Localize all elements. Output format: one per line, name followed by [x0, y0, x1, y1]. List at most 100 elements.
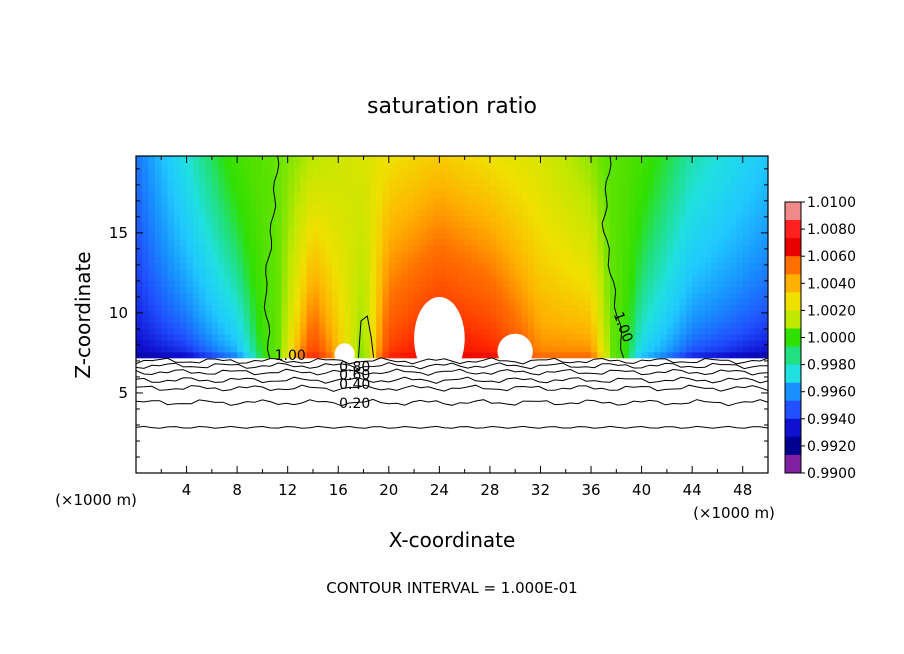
field-cell [704, 333, 712, 341]
field-cell [628, 298, 636, 305]
field-cell [186, 298, 194, 305]
field-cell [622, 351, 630, 359]
field-cell [685, 185, 693, 193]
field-cell [591, 191, 598, 199]
field-cell [433, 209, 440, 216]
field-cell [591, 203, 598, 210]
field-cell [458, 310, 466, 317]
field-cell [692, 197, 700, 205]
field-cell [508, 298, 516, 305]
field-cell [262, 316, 270, 323]
field-cell [553, 185, 561, 193]
field-cell [666, 304, 674, 311]
field-cell [610, 227, 617, 234]
field-cell [382, 351, 390, 359]
field-cell [256, 227, 263, 234]
field-cell [628, 233, 636, 240]
field-cell [294, 245, 301, 252]
field-cell [578, 310, 586, 317]
field-cell [553, 245, 561, 252]
field-cell [704, 262, 712, 270]
field-cell [148, 351, 156, 359]
field-cell [287, 256, 295, 264]
field-cell [730, 221, 737, 228]
field-cell [660, 351, 668, 359]
field-cell [761, 250, 768, 258]
field-cell [275, 233, 282, 240]
field-cell [382, 179, 390, 187]
field-cell [470, 310, 478, 317]
field-cell [338, 339, 346, 347]
field-cell [565, 209, 573, 216]
field-cell [464, 203, 472, 210]
field-cell [553, 233, 561, 240]
field-cell [616, 328, 624, 335]
field-cell [559, 351, 567, 359]
field-cell [262, 286, 270, 294]
field-cell [161, 221, 169, 228]
field-cell [230, 239, 238, 246]
field-cell [306, 280, 314, 288]
field-cell [199, 322, 207, 329]
field-cell [508, 221, 516, 228]
field-cell [603, 250, 611, 258]
field-cell [483, 310, 491, 317]
field-cell [148, 316, 156, 323]
field-cell [142, 185, 150, 193]
field-cell [711, 161, 719, 169]
field-cell [344, 250, 352, 258]
field-cell [742, 156, 750, 163]
field-cell [527, 333, 535, 341]
field-cell [433, 245, 440, 252]
field-cell [666, 262, 674, 270]
field-cell [660, 221, 668, 228]
field-cell [692, 221, 700, 228]
field-cell [136, 250, 143, 258]
field-cell [369, 268, 377, 276]
field-cell [192, 221, 200, 228]
field-cell [610, 191, 617, 199]
field-cell [679, 280, 687, 288]
field-cell [395, 173, 403, 181]
field-cell [154, 333, 162, 341]
field-cell [376, 173, 384, 181]
field-cell [572, 292, 579, 299]
field-cell [331, 339, 339, 347]
field-cell [698, 310, 706, 317]
field-cell [742, 339, 750, 347]
field-cell [294, 167, 301, 175]
field-cell [673, 215, 681, 222]
field-cell [312, 316, 320, 323]
field-cell [673, 250, 681, 258]
field-cell [211, 156, 219, 163]
field-cell [761, 304, 768, 311]
field-cell [489, 286, 497, 294]
field-cell [477, 250, 485, 258]
field-cell [578, 333, 586, 341]
field-cell [148, 310, 156, 317]
field-cell [331, 322, 339, 329]
contour-line [136, 384, 768, 392]
field-cell [186, 233, 194, 240]
field-cell [730, 239, 737, 246]
field-cell [635, 286, 643, 294]
field-cell [755, 322, 763, 329]
field-cell [458, 185, 466, 193]
field-cell [294, 185, 301, 193]
field-cell [673, 245, 681, 252]
field-cell [515, 221, 523, 228]
field-cell [243, 328, 251, 335]
field-cell [591, 156, 598, 163]
field-cell [515, 227, 523, 234]
field-cell [350, 280, 358, 288]
field-cell [325, 286, 333, 294]
field-cell [628, 179, 636, 187]
field-cell [420, 245, 428, 252]
field-cell [603, 215, 611, 222]
field-cell [211, 298, 219, 305]
field-cell [515, 233, 523, 240]
field-cell [742, 197, 750, 205]
field-cell [603, 328, 611, 335]
field-cell [692, 156, 700, 163]
field-cell [281, 250, 289, 258]
